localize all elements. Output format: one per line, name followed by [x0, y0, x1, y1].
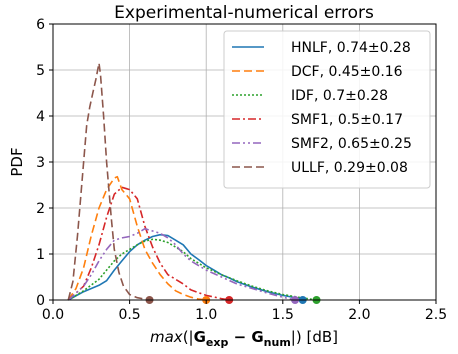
chart-title: Experimental-numerical errors: [114, 3, 374, 23]
x-label-sub-num: num: [264, 336, 291, 349]
series-layer: [67, 62, 317, 301]
x-label-func: max: [150, 328, 183, 346]
x-tick-label: 2.0: [348, 307, 370, 323]
legend-entry: DCF, 0.45±0.16: [291, 64, 403, 80]
series-line: [67, 62, 150, 301]
legend-entry: IDF, 0.7±0.28: [291, 88, 388, 104]
series-line: [67, 238, 317, 301]
y-tick-label: 4: [36, 109, 45, 125]
legend-entry: ULLF, 0.29±0.08: [291, 160, 408, 176]
y-tick-label: 1: [36, 247, 45, 263]
y-tick-label: 3: [36, 155, 45, 171]
legend-entry: SMF2, 0.65±0.25: [291, 136, 412, 152]
x-tick-label: 0.5: [118, 307, 140, 323]
x-label-sub-exp: exp: [206, 336, 229, 349]
y-axis-label: PDF: [8, 147, 26, 176]
endpoint-layer: [145, 296, 321, 304]
x-label-minus: −: [228, 328, 251, 346]
x-label-open: (|: [183, 328, 194, 346]
series-line: [67, 227, 296, 301]
series-line: [67, 233, 303, 301]
x-tick-label: 1.0: [195, 307, 217, 323]
y-tick-label: 6: [36, 17, 45, 33]
x-label-close: |) [dB]: [291, 328, 338, 346]
series-line: [67, 175, 207, 301]
legend-entry: HNLF, 0.74±0.28: [291, 40, 411, 56]
x-tick-label: 2.5: [425, 307, 447, 323]
series-line: [67, 186, 230, 301]
x-axis-label: max(|Gexp − Gnum|) [dB]: [150, 328, 338, 349]
x-tick-label: 1.5: [272, 307, 294, 323]
tick-layer: 0.0 0.5 1.0 1.5 2.0 2.5 0 1 2 3 4 5 6: [36, 17, 447, 323]
x-tick-label: 0.0: [42, 307, 64, 323]
x-label-g-exp: G: [194, 328, 206, 346]
y-tick-label: 5: [36, 63, 45, 79]
legend-entry: SMF1, 0.5±0.17: [291, 112, 403, 128]
x-label-g-num: G: [251, 328, 263, 346]
legend-box: [223, 30, 431, 189]
y-tick-label: 2: [36, 201, 45, 217]
y-tick-label: 0: [36, 293, 45, 309]
legend: HNLF, 0.74±0.28 DCF, 0.45±0.16 IDF, 0.7±0.…: [223, 30, 431, 189]
